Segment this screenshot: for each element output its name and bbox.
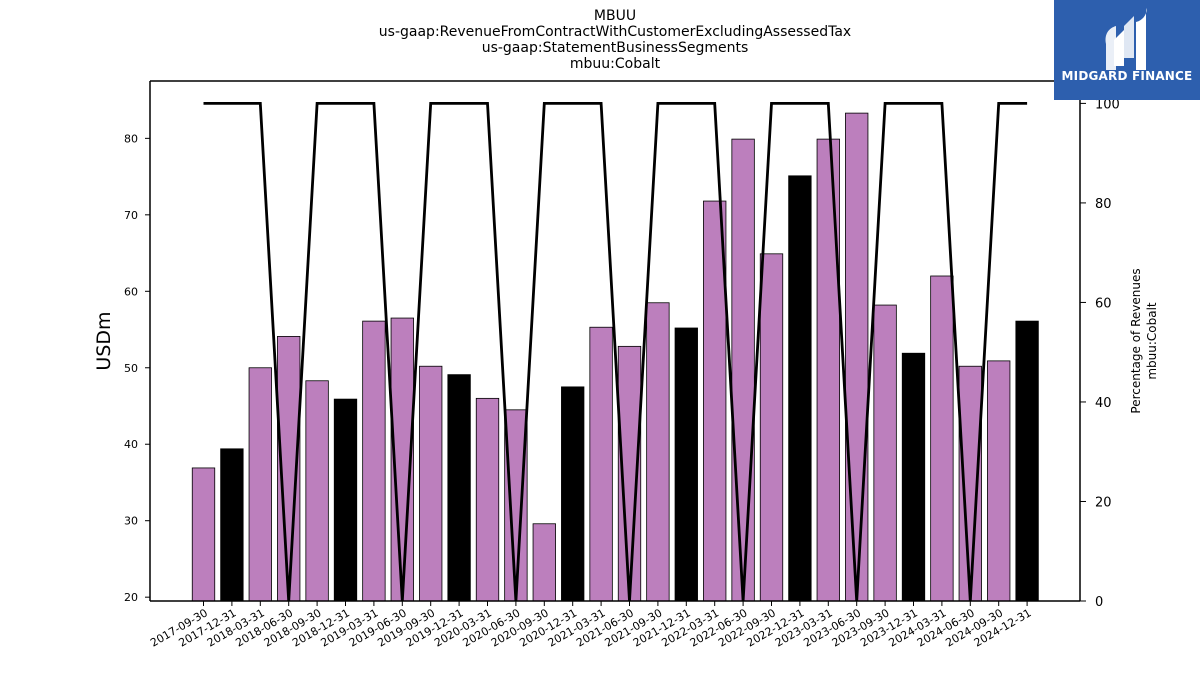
title-line-ticker: MBUU [593,8,637,24]
bar [930,275,954,602]
bar [674,327,698,602]
bar [759,253,784,602]
bar [731,138,755,602]
y2-axis-label-line: mbuu:Cobalt [1145,302,1159,380]
bar [845,112,869,602]
bar [561,386,585,602]
bar [333,398,358,602]
y2-tick-label: 20 [1095,495,1112,510]
y2-tick-label: 100 [1095,97,1120,112]
bar [191,467,216,602]
bar [788,175,812,602]
y-tick-label: 50 [124,362,138,375]
bar [901,352,926,602]
percentage-line [203,102,1028,602]
bar [362,320,386,602]
bar [248,367,272,602]
y2-tick-label: 80 [1095,197,1112,212]
bar [447,374,471,602]
bar [589,326,613,602]
logo-text: MIDGARD FINANCE [1061,69,1193,83]
y2-axis-label-line: Percentage of Revenues [1129,268,1143,413]
y-tick-label: 40 [124,438,138,451]
y2-tick-label: 60 [1095,296,1112,311]
y-tick-label: 30 [124,515,138,528]
title-line-member: mbuu:Cobalt [569,56,661,72]
logo-mark-icon [1105,8,1147,70]
midgard-finance-logo: MIDGARD FINANCE [1054,0,1200,100]
y2-tick-label: 40 [1095,396,1112,411]
bar [419,365,443,602]
bar [220,448,244,602]
title-line-concept: us-gaap:RevenueFromContractWithCustomerE… [378,24,852,40]
y-tick-label: 20 [124,591,138,604]
bar [873,304,897,602]
bar [987,360,1011,602]
y-tick-label: 60 [124,285,138,298]
y-tick-label: 80 [124,132,138,145]
title-line-axis: us-gaap:StatementBusinessSegments [481,40,749,56]
bar [305,380,329,602]
bar [1015,320,1039,602]
y-tick-label: 70 [124,209,138,222]
bar [646,302,670,602]
bar [532,523,556,602]
y-axis-label: USDm [93,311,115,370]
bar [816,138,840,602]
y2-tick-label: 0 [1095,595,1103,610]
bar [475,397,500,602]
